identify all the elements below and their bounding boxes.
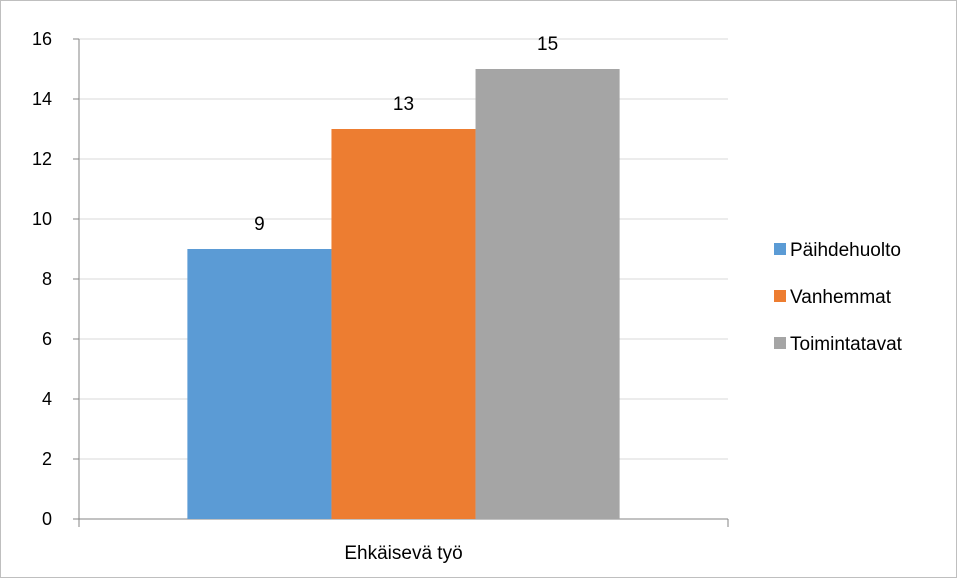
y-tick-label: 8 bbox=[42, 269, 52, 289]
labels: 9 13 15 Ehkäisevä työ bbox=[254, 34, 558, 564]
bar bbox=[475, 69, 620, 519]
legend: Päihdehuolto Vanhemmat Toimintatavat bbox=[774, 240, 903, 355]
legend-swatch bbox=[774, 290, 786, 302]
y-tick-label: 6 bbox=[42, 329, 52, 349]
y-tick-label: 4 bbox=[42, 389, 52, 409]
legend-label: Vanhemmat bbox=[790, 287, 892, 308]
y-tick-label: 12 bbox=[32, 149, 52, 169]
y-tick-label: 10 bbox=[32, 209, 52, 229]
legend-swatch bbox=[774, 337, 786, 349]
bar bbox=[187, 249, 332, 519]
legend-label: Toimintatavat bbox=[790, 334, 903, 355]
data-label: 15 bbox=[537, 34, 558, 55]
bar bbox=[331, 129, 476, 519]
data-label: 9 bbox=[254, 214, 265, 235]
y-tick-label: 0 bbox=[42, 509, 52, 529]
y-tick-label: 2 bbox=[42, 449, 52, 469]
y-tick-label: 16 bbox=[32, 29, 52, 49]
legend-swatch bbox=[774, 243, 786, 255]
data-label: 13 bbox=[393, 94, 414, 115]
bars bbox=[187, 69, 620, 519]
legend-label: Päihdehuolto bbox=[790, 240, 901, 261]
y-tick-label: 14 bbox=[32, 89, 52, 109]
x-category-label: Ehkäisevä työ bbox=[344, 543, 462, 564]
